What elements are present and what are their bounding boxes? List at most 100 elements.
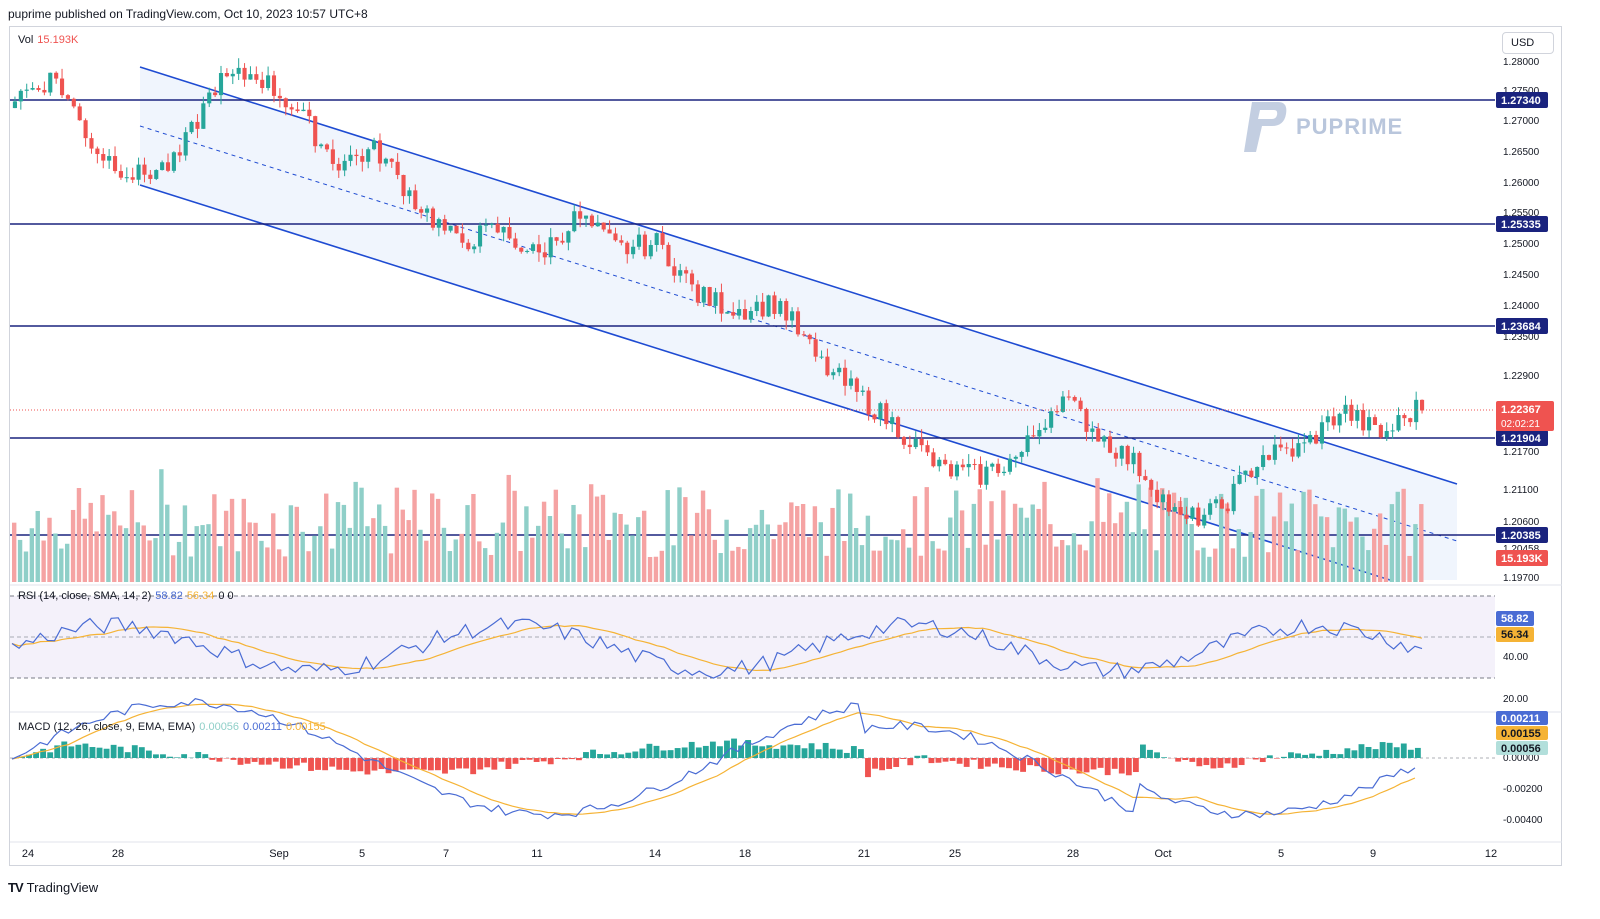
candle-body	[1066, 396, 1071, 398]
volume-bar	[712, 539, 717, 582]
macd-legend: MACD (12, 26, close, 9, EMA, EMA) 0.00056…	[18, 721, 330, 733]
currency-selector[interactable]: USD	[1502, 32, 1554, 54]
macd-histogram-bar	[1027, 758, 1034, 766]
candle-body	[489, 223, 494, 225]
candle-body	[430, 208, 436, 228]
volume-bar	[1083, 550, 1088, 582]
candle-body	[218, 73, 224, 96]
candle-body	[1325, 416, 1330, 423]
volume-bar	[977, 489, 982, 582]
macd-histogram-bar	[82, 743, 89, 758]
macd-signal-value-box	[1496, 726, 1548, 740]
candle-body	[1390, 430, 1395, 432]
candle-body	[1266, 455, 1272, 460]
volume-bar	[353, 481, 358, 582]
volume-bar	[983, 544, 988, 582]
price-axis-tick: 1.26500	[1503, 147, 1540, 158]
candle-body	[1396, 415, 1401, 431]
macd-histogram-bar	[921, 755, 928, 758]
macd-histogram-bar	[237, 758, 244, 765]
volume-bar	[1042, 481, 1047, 582]
volume-bar	[1277, 492, 1283, 582]
volume-bar	[1048, 524, 1053, 582]
macd-histogram-bar	[484, 758, 491, 768]
candle-body	[1031, 435, 1036, 437]
publish-header: puprime published on TradingView.com, Oc…	[8, 7, 368, 21]
volume-bar	[64, 543, 70, 582]
volume-bar	[989, 501, 994, 582]
macd-histogram-bar	[477, 758, 484, 770]
volume-bar	[706, 509, 712, 582]
macd-histogram-bar	[815, 749, 822, 758]
macd-histogram-bar	[836, 749, 843, 758]
candle-body	[1272, 444, 1277, 460]
macd-histogram-bar	[456, 758, 462, 769]
volume-bar	[1319, 516, 1324, 582]
macd-histogram-bar	[357, 758, 364, 772]
volume-bar	[730, 550, 735, 582]
macd-histogram-bar	[138, 747, 145, 758]
candle-body	[931, 452, 936, 467]
candle-body	[301, 109, 306, 112]
volume-bar	[123, 528, 129, 582]
volume-bar	[441, 527, 447, 582]
macd-histogram-bar	[89, 747, 96, 758]
chart-frame[interactable]	[9, 26, 1562, 866]
volume-bar	[47, 517, 52, 582]
candle-body	[760, 301, 765, 317]
macd-histogram-bar	[808, 743, 815, 758]
candle-body	[1402, 415, 1407, 419]
candle-body	[1290, 448, 1295, 457]
volume-bar	[424, 540, 429, 582]
macd-histogram-bar	[872, 758, 878, 769]
volume-bar	[347, 527, 352, 582]
candle-body	[65, 95, 70, 99]
footer-brand[interactable]: TV TradingView	[8, 880, 98, 895]
macd-histogram-bar	[230, 758, 237, 760]
volume-label-box	[1496, 550, 1548, 566]
candle-body	[330, 149, 335, 164]
macd-histogram-bar	[202, 754, 209, 758]
macd-histogram-bar	[1295, 753, 1301, 758]
macd-histogram-bar	[977, 758, 984, 769]
level-label-text: 1.25335	[1501, 219, 1541, 231]
candle-body	[925, 445, 930, 453]
volume-bar	[306, 551, 311, 582]
volume-bar	[1360, 536, 1365, 582]
candle-body	[324, 144, 330, 150]
candle-body	[1202, 514, 1207, 526]
volume-bar	[759, 509, 765, 582]
volume-bar	[1377, 513, 1383, 582]
macd-histogram-bar	[745, 740, 752, 758]
volume-legend: Vol 15.193K	[18, 34, 82, 46]
rsi-legend-label: RSI (14, close, SMA, 14, 2)	[18, 590, 152, 602]
volume-bar	[12, 522, 17, 582]
price-axis-tick: 1.22900	[1503, 371, 1540, 382]
macd-histogram-bar	[1006, 758, 1012, 769]
candle-body	[389, 158, 394, 162]
candle-body	[366, 149, 371, 162]
candle-body	[1178, 507, 1183, 515]
price-axis-tick: 1.23500	[1503, 332, 1540, 343]
candle-body	[648, 244, 653, 257]
macd-axis-tick: -0.00200	[1503, 784, 1543, 795]
macd-histogram-bar	[1379, 742, 1386, 758]
candle-body	[636, 234, 642, 247]
macd-histogram-bar	[160, 754, 166, 758]
volume-bar	[895, 540, 900, 582]
candle-body	[530, 244, 536, 251]
volume-bar	[971, 503, 977, 582]
macd-histogram-bar	[258, 758, 265, 765]
candle-body	[230, 73, 235, 77]
volume-bar	[1324, 517, 1330, 582]
volume-bar	[530, 537, 535, 582]
candle-body	[1249, 470, 1254, 478]
candle-body	[966, 463, 971, 468]
volume-bar	[1095, 478, 1100, 582]
level-label-box	[1496, 430, 1548, 446]
candle-body	[436, 219, 441, 228]
macd-histogram-bar	[660, 750, 667, 758]
candle-body	[48, 72, 53, 93]
price-axis-tick: 1.24500	[1503, 270, 1540, 281]
